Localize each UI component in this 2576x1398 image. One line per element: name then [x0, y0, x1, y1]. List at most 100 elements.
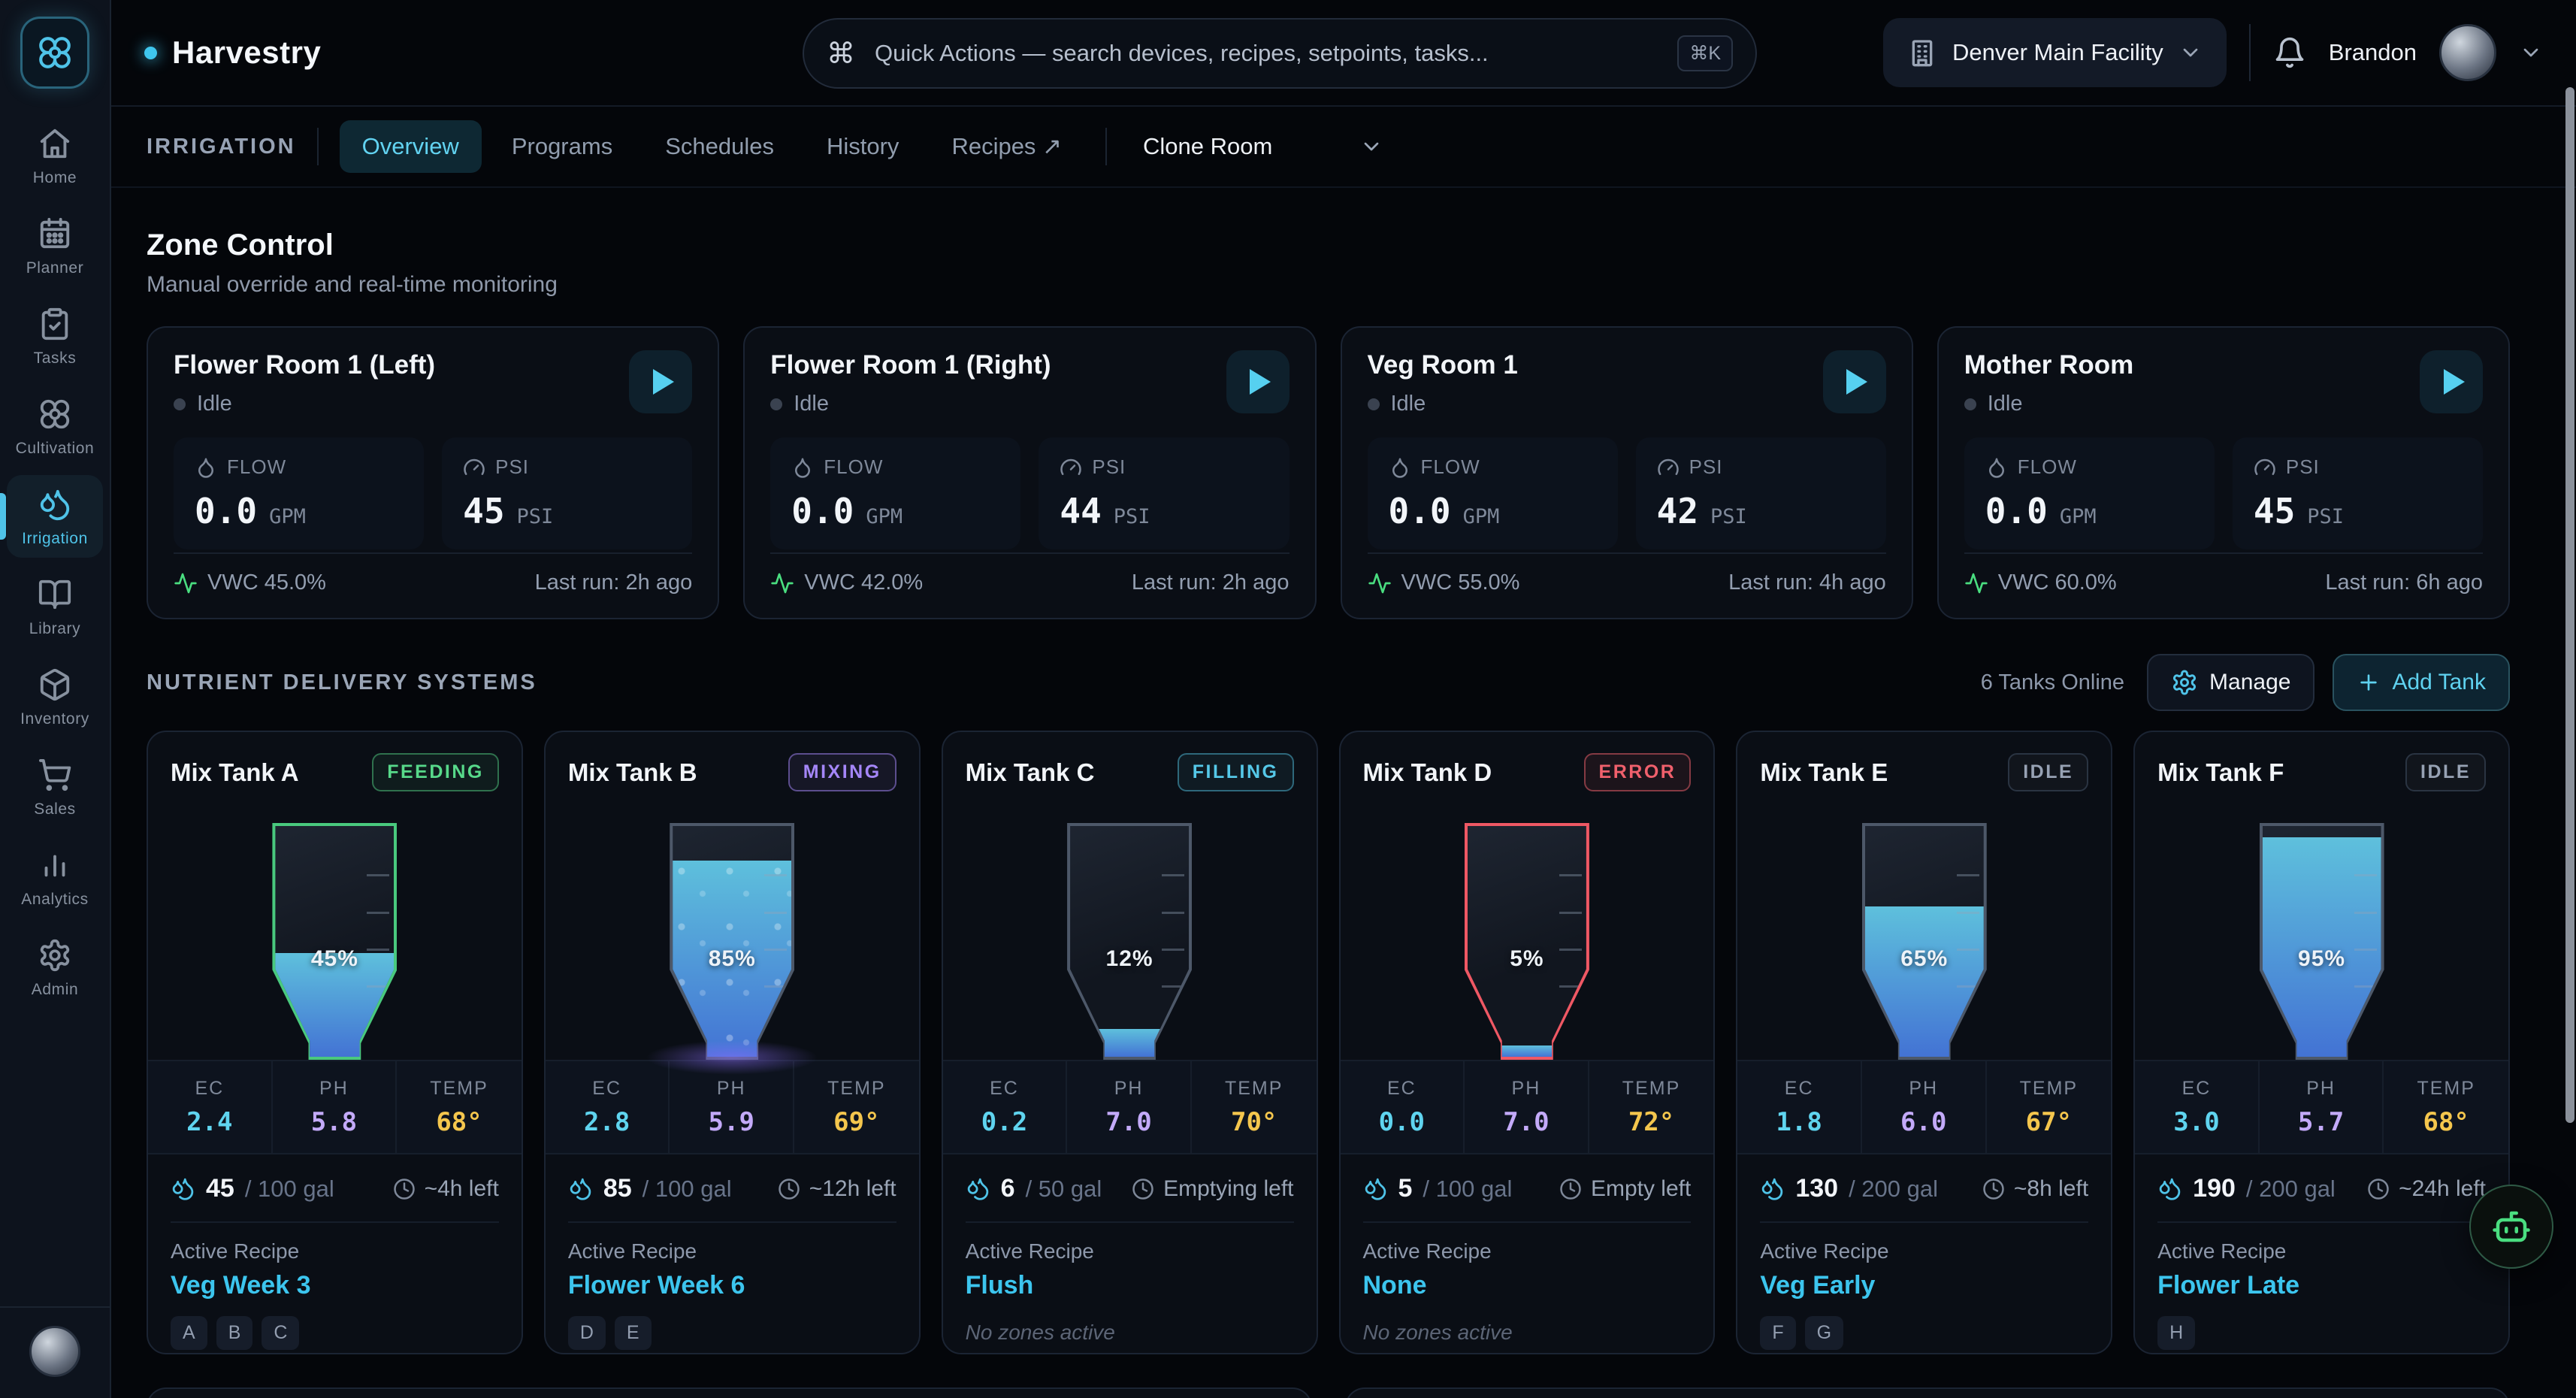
ec-label: EC: [195, 1077, 225, 1099]
ph-value: 7.0: [1105, 1106, 1152, 1137]
tab-overview[interactable]: Overview: [339, 120, 482, 173]
subnav-tabs: Overview Programs Schedules History Reci…: [339, 120, 1084, 173]
sidebar-item-label: Sales: [34, 800, 76, 818]
zone-run-button[interactable]: [1226, 350, 1290, 413]
zone-status: Idle: [1964, 392, 2134, 416]
scrollbar-thumb[interactable]: [2565, 87, 2574, 1123]
app-logo[interactable]: [20, 17, 89, 89]
tank-card: Mix Tank D ERROR 5% EC 0.0 PH: [1338, 731, 1716, 1354]
play-icon: [652, 369, 674, 395]
zone-run-button[interactable]: [629, 350, 693, 413]
flow-label: FLOW: [227, 455, 287, 478]
vwc-value: VWC 55.0%: [1401, 570, 1520, 595]
temp-label: TEMP: [1224, 1077, 1283, 1099]
vwc-value: VWC 42.0%: [804, 570, 924, 595]
status-dot: [1964, 398, 1976, 410]
chevron-down-icon[interactable]: [2519, 41, 2543, 65]
psi-metric: PSI 45 PSI: [2232, 437, 2483, 549]
sidebar-item-label: Tasks: [33, 350, 77, 367]
bell-icon[interactable]: [2273, 36, 2306, 69]
tank-outline: 95%: [2259, 823, 2384, 1060]
active-recipe-name[interactable]: Flower Week 6: [567, 1271, 745, 1300]
brand-dot: [144, 46, 157, 59]
sidebar-item-irrigation[interactable]: Irrigation: [0, 475, 103, 558]
sidebar-item-analytics[interactable]: Analytics: [7, 836, 103, 918]
gauge-icon: [2254, 458, 2275, 475]
tank-card: Mix Tank B MIXING 85% EC 2.8: [543, 731, 921, 1354]
search-placeholder: Quick Actions — search devices, recipes,…: [875, 40, 1489, 66]
active-recipe-label: Active Recipe: [567, 1239, 697, 1263]
zone-metrics: FLOW 0.0 GPM PSI 44 PSI: [770, 437, 1290, 549]
chevron-down-icon: [1364, 142, 1379, 151]
ec-label: EC: [1784, 1077, 1814, 1099]
psi-label: PSI: [1092, 455, 1126, 478]
tank-metrics: EC 2.4 PH 5.8 TEMP 68°: [148, 1060, 522, 1154]
manage-button[interactable]: Manage: [2147, 654, 2315, 711]
sidebar-item-home[interactable]: Home: [7, 114, 103, 197]
tank-card-bottom: 130 / 200 gal ~8h left Active Recipe Veg…: [1737, 1154, 2111, 1353]
droplets-icon: [40, 489, 70, 521]
tank-card-bottom: 85 / 100 gal ~12h left Active Recipe Flo…: [546, 1154, 919, 1353]
temp-value: 69°: [833, 1106, 880, 1137]
zone-card-header: Mother Room Idle: [1964, 350, 2483, 416]
psi-label: PSI: [2285, 455, 2320, 478]
sidebar-item-admin[interactable]: Admin: [7, 926, 103, 1009]
sidebar-item-tasks[interactable]: Tasks: [7, 295, 103, 377]
facility-selector[interactable]: Denver Main Facility: [1882, 18, 2227, 87]
room-selector[interactable]: Clone Room: [1128, 133, 1398, 160]
temp-label: TEMP: [827, 1077, 886, 1099]
sidebar-footer: [0, 1306, 110, 1398]
active-recipe-name[interactable]: Veg Early: [1760, 1271, 1876, 1300]
sidebar-item-inventory[interactable]: Inventory: [7, 655, 103, 738]
tab-history[interactable]: History: [826, 133, 899, 159]
flow-unit: GPM: [269, 505, 306, 528]
active-recipe-name[interactable]: Veg Week 3: [171, 1271, 311, 1300]
add-tank-button[interactable]: Add Tank: [2333, 654, 2510, 711]
user-avatar[interactable]: [2439, 24, 2496, 81]
quick-actions-search[interactable]: ⌘ Quick Actions — search devices, recipe…: [803, 18, 1757, 89]
flower-icon: [40, 399, 70, 429]
sidebar-item-sales[interactable]: Sales: [7, 746, 103, 828]
sidebar-item-library[interactable]: Library: [7, 565, 103, 648]
vwc-reading: VWC 60.0%: [1964, 570, 2117, 595]
tab-programs[interactable]: Programs: [511, 133, 613, 159]
sidebar-avatar[interactable]: [29, 1326, 80, 1377]
last-run: Last run: 6h ago: [2325, 570, 2483, 595]
flow-label: FLOW: [1420, 455, 1480, 478]
active-recipe-name[interactable]: Flower Late: [2157, 1271, 2300, 1300]
sidebar-item-planner[interactable]: Planner: [7, 204, 103, 287]
temp-value: 72°: [1628, 1106, 1675, 1137]
play-icon: [1250, 369, 1271, 395]
robot-icon: [2493, 1211, 2530, 1242]
zone-status: Idle: [174, 392, 435, 416]
active-recipe-name[interactable]: None: [1362, 1271, 1427, 1300]
tank-card-top: Mix Tank D ERROR 5%: [1341, 732, 1714, 1060]
tank-visual: 95%: [2259, 823, 2384, 1060]
ec-label: EC: [1386, 1077, 1416, 1099]
psi-metric: PSI 42 PSI: [1635, 437, 1886, 549]
tab-recipes[interactable]: Recipes ↗: [951, 133, 1063, 159]
tab-schedules[interactable]: Schedules: [665, 133, 774, 159]
capacity-label: / 100 gal: [244, 1175, 334, 1202]
time-remaining: ~4h left: [393, 1176, 499, 1202]
tank-name: Mix Tank C: [965, 758, 1095, 786]
psi-unit: PSI: [2307, 505, 2345, 528]
app-title: Harvestry: [172, 35, 322, 70]
psi-unit: PSI: [1710, 505, 1747, 528]
partial-panel: [147, 1387, 1312, 1398]
zone-run-button[interactable]: [2420, 350, 2483, 413]
sidebar-item-cultivation[interactable]: Cultivation: [7, 385, 103, 468]
zone-card: Veg Room 1 Idle FLOW 0.0 GPM: [1340, 326, 1913, 619]
ec-value: 1.8: [1776, 1106, 1822, 1137]
zone-run-button[interactable]: [1822, 350, 1886, 413]
active-recipe-name[interactable]: Flush: [965, 1271, 1034, 1300]
droplets-icon: [1365, 1178, 1386, 1200]
vwc-value: VWC 60.0%: [1997, 570, 2117, 595]
ph-label: PH: [319, 1077, 349, 1099]
tanks-online-status: 6 Tanks Online: [1980, 670, 2125, 694]
volume-value: 45: [206, 1174, 234, 1203]
tank-card: Mix Tank F IDLE 95% EC 3.0 PH: [2133, 731, 2510, 1354]
capacity-label: / 100 gal: [642, 1175, 732, 1202]
no-zones-label: No zones active: [965, 1321, 1115, 1344]
assistant-button[interactable]: [2469, 1185, 2553, 1269]
